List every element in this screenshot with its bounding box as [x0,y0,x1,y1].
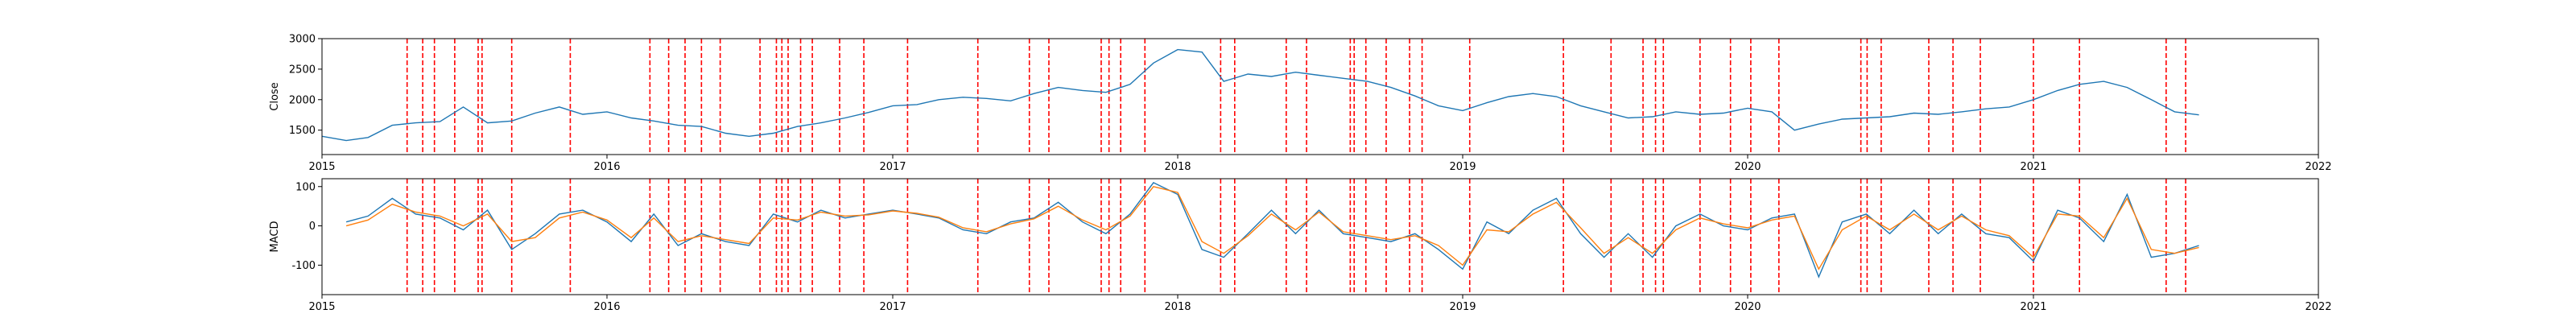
x-tick-label: 2020 [1734,301,1761,313]
y-tick-label: 0 [309,221,316,233]
x-tick-label: 2019 [1449,301,1476,313]
x-tick-label: 2018 [1164,301,1191,313]
x-tick-label: 2017 [879,161,906,173]
y-tick-label: 1500 [289,125,316,137]
series-line [345,186,2199,270]
x-tick-label: 2016 [593,301,620,313]
x-tick-label: 2018 [1164,161,1191,173]
series-line [345,182,2199,279]
x-tick-label: 2021 [2020,301,2046,313]
x-tick-label: 2017 [879,301,906,313]
y-axis-label: MACD [269,221,281,253]
y-tick-label: 2500 [289,64,316,76]
axes-frame [321,178,2319,295]
x-tick-label: 2015 [308,301,335,313]
y-tick-label: 100 [295,181,316,193]
y-tick-label: 2000 [289,94,316,106]
x-tick-label: 2019 [1449,161,1476,173]
x-tick-label: 2015 [308,161,335,173]
x-tick-label: 2022 [2305,301,2331,313]
y-tick-label: -100 [291,260,316,272]
x-tick-label: 2021 [2020,161,2046,173]
x-tick-label: 2020 [1734,161,1761,173]
series-line [322,48,2199,142]
x-tick-label: 2016 [593,161,620,173]
axes-frame [321,38,2319,155]
x-tick-label: 2022 [2305,161,2331,173]
y-tick-label: 3000 [289,34,316,46]
y-axis-label: Close [269,82,281,110]
